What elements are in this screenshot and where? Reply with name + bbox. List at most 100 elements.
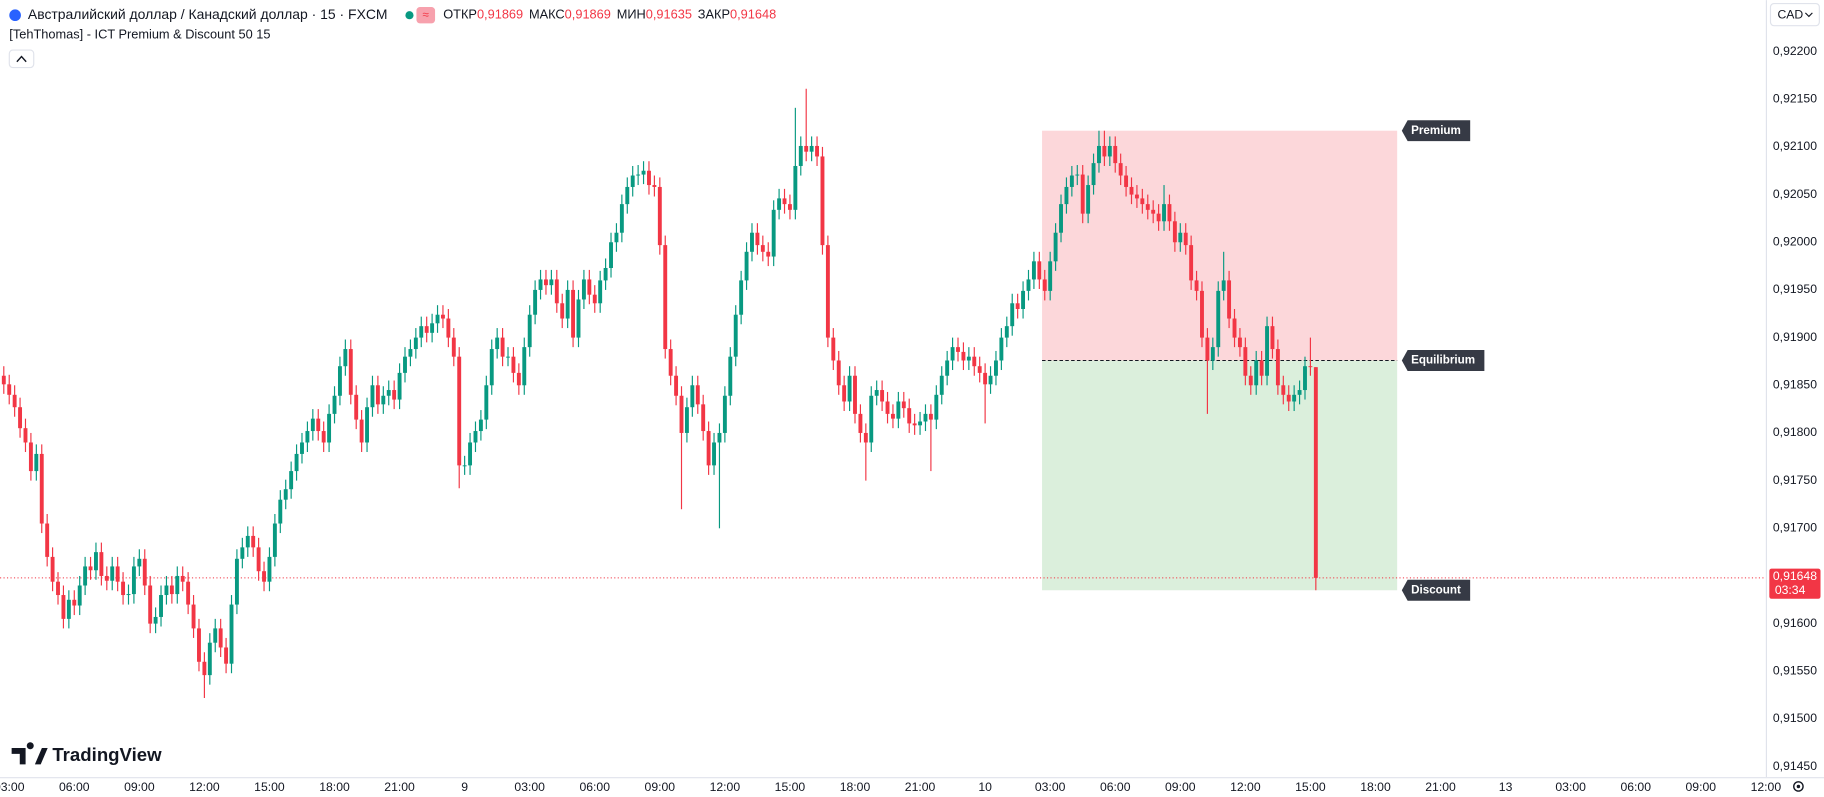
candle-body <box>609 242 613 269</box>
candle-body <box>674 375 679 396</box>
y-tick-label: 0,91950 <box>1773 282 1817 296</box>
x-tick-label: 09:00 <box>124 780 155 794</box>
candle-body <box>1021 290 1026 309</box>
candle-body <box>956 347 960 352</box>
symbol-title[interactable]: Австралийский доллар / Канадский доллар … <box>28 6 388 22</box>
y-tick-label: 0,91600 <box>1773 616 1817 630</box>
candle-body <box>983 372 988 385</box>
candle-body <box>1172 221 1177 243</box>
candle-body <box>684 407 689 433</box>
candle-body <box>950 347 955 361</box>
candle-body <box>1281 385 1286 395</box>
candle-body <box>1037 261 1042 280</box>
symbol-flag <box>9 9 21 22</box>
candle-body <box>148 585 153 624</box>
candle-body <box>554 279 559 304</box>
last-price-label: 0,91648 <box>1773 569 1817 583</box>
candle-body <box>549 279 554 286</box>
x-tick-label: 03:00 <box>0 780 25 794</box>
candle-body <box>1086 185 1091 214</box>
brand-logo <box>11 742 48 765</box>
x-tick-label: 09:00 <box>1165 780 1196 794</box>
candle-body <box>354 394 359 420</box>
candle-body <box>918 421 923 426</box>
candle-body <box>1107 145 1112 157</box>
candle-body <box>484 385 489 420</box>
candle-body <box>831 337 836 361</box>
candle-body <box>809 145 814 152</box>
candle-body <box>1118 163 1123 176</box>
candle-body <box>1156 213 1161 222</box>
y-tick-label: 0,91900 <box>1773 330 1817 344</box>
candle-body <box>18 407 23 429</box>
candle-body <box>728 356 733 396</box>
candle-body <box>533 289 538 315</box>
candle-body <box>842 385 847 402</box>
candle-body <box>1053 232 1058 262</box>
candle-body <box>462 465 467 467</box>
candle-body <box>1091 163 1096 186</box>
zone-tag-label: Discount <box>1411 583 1461 596</box>
ohlc-value: 0,91869 <box>477 7 523 22</box>
candle-body <box>256 547 261 572</box>
y-tick-label: 0,91700 <box>1773 521 1817 535</box>
x-tick-label: 18:00 <box>840 780 871 794</box>
x-tick-label: 03:00 <box>1555 780 1586 794</box>
candle-body <box>218 628 223 648</box>
collapse-button[interactable] <box>8 49 35 69</box>
settings-button[interactable] <box>1793 781 1804 792</box>
candle-body <box>1167 204 1172 222</box>
zone-tag-box <box>1401 350 1485 371</box>
collapse-icon <box>16 55 27 63</box>
candle-body <box>1227 280 1232 319</box>
candle-body <box>815 145 819 157</box>
candle-body <box>66 599 71 619</box>
candle-body <box>598 280 603 304</box>
currency-label: CAD <box>1777 7 1803 21</box>
candle-body <box>1069 175 1074 187</box>
candle-body <box>45 523 50 557</box>
candle-body <box>1254 360 1259 386</box>
plot-area <box>0 88 1766 699</box>
candle-body <box>663 245 668 350</box>
y-tick-label: 0,92200 <box>1773 44 1817 58</box>
candle-body <box>213 628 218 643</box>
discount-zone <box>1042 360 1398 591</box>
candle-body <box>890 413 895 419</box>
candle-body <box>99 552 104 576</box>
candle-body <box>571 289 576 338</box>
candle-body <box>28 442 33 472</box>
candle-body <box>527 314 532 348</box>
candle-body <box>994 360 998 376</box>
candle-body <box>1194 280 1199 291</box>
data-badge <box>416 7 436 24</box>
candle-body <box>1162 204 1166 222</box>
candle-body <box>912 423 917 426</box>
candle-body <box>245 535 250 548</box>
candle-body <box>695 385 700 405</box>
candle-body <box>977 366 982 373</box>
candle-body <box>1292 394 1297 402</box>
candle-body <box>500 337 505 357</box>
indicator-title[interactable]: [TehThomas] - ICT Premium & Discount 50 … <box>9 26 270 41</box>
candle-body <box>137 558 142 567</box>
candle-body <box>39 453 44 524</box>
candle-body <box>234 558 239 605</box>
candle-body <box>164 585 169 596</box>
candle-body <box>403 356 407 373</box>
candle-body <box>1145 204 1150 210</box>
candle-body <box>1205 337 1210 361</box>
candle-body <box>614 232 619 243</box>
candle-body <box>495 337 500 350</box>
candle-body <box>1048 261 1053 291</box>
candle-body <box>435 314 440 324</box>
candle-body <box>804 145 809 152</box>
currency-button[interactable] <box>1769 2 1820 27</box>
y-tick-label: 0,91750 <box>1773 473 1817 487</box>
candle-body <box>169 585 174 595</box>
candle-body <box>473 431 478 443</box>
x-tick-label: 13 <box>1499 780 1513 794</box>
candle-body <box>701 404 706 432</box>
candle-body <box>457 356 462 466</box>
